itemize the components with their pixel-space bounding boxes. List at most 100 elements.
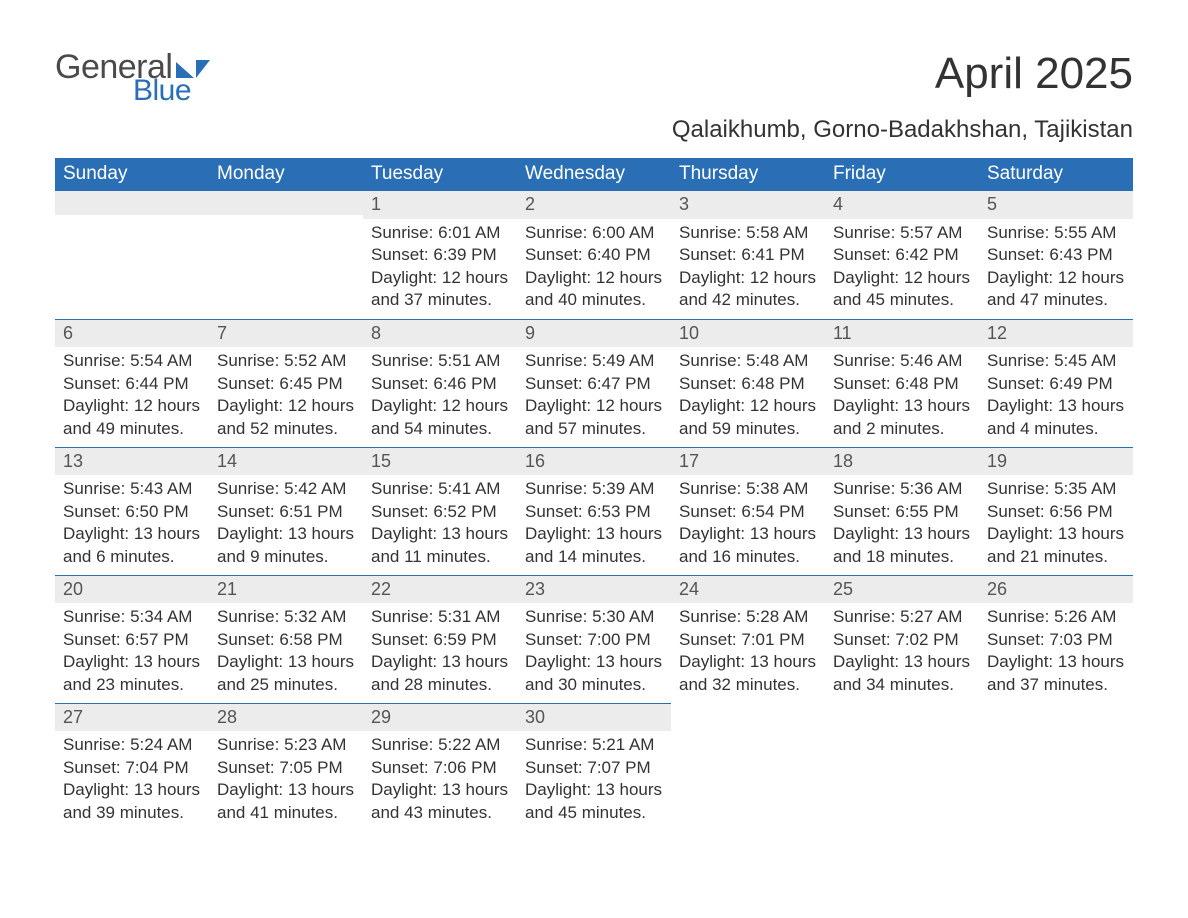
sunrise-text: Sunrise: 5:55 AM [987,222,1125,244]
calendar-cell: 11Sunrise: 5:46 AMSunset: 6:48 PMDayligh… [825,319,979,447]
day-number: 21 [209,576,363,603]
day-details: Sunrise: 5:28 AMSunset: 7:01 PMDaylight:… [671,603,825,700]
day-details: Sunrise: 5:55 AMSunset: 6:43 PMDaylight:… [979,219,1133,316]
calendar-cell: 17 Sunrise: 5:38 AMSunset: 6:54 PMDayligh… [671,447,825,575]
sunrise-text: Sunrise: 5:38 AM [679,478,817,500]
day-number: 27 [55,704,209,731]
sunrise-text: Sunrise: 5:35 AM [987,478,1125,500]
day-details: Sunrise: 5:23 AMSunset: 7:05 PMDaylight:… [209,731,363,828]
daylight-text: Daylight: 13 hours and 32 minutes. [679,651,817,696]
sunrise-text: Sunrise: 5:45 AM [987,350,1125,372]
sunrise-text: Sunrise: 5:51 AM [371,350,509,372]
sunrise-text: Sunrise: 5:48 AM [679,350,817,372]
sunset-text: Sunset: 6:42 PM [833,244,971,266]
calendar-cell: 4Sunrise: 5:57 AMSunset: 6:42 PMDaylight… [825,191,979,319]
sunset-text: Sunset: 6:46 PM [371,373,509,395]
calendar-cell: 27Sunrise: 5:24 AMSunset: 7:04 PMDayligh… [55,703,209,831]
day-details: Sunrise: 5:57 AMSunset: 6:42 PMDaylight:… [825,219,979,316]
day-details: Sunrise: 5:49 AMSunset: 6:47 PMDaylight:… [517,347,671,444]
calendar-page: General Blue April 2025 Qalaikhumb, Gorn… [0,0,1188,918]
calendar-cell [55,191,209,319]
sunset-text: Sunset: 7:04 PM [63,757,201,779]
calendar-week-row: 27Sunrise: 5:24 AMSunset: 7:04 PMDayligh… [55,703,1133,831]
day-number: 17 [671,448,825,475]
calendar-cell: 5Sunrise: 5:55 AMSunset: 6:43 PMDaylight… [979,191,1133,319]
calendar-cell [671,703,825,831]
daylight-text: Daylight: 13 hours and 37 minutes. [987,651,1125,696]
sunset-text: Sunset: 6:55 PM [833,501,971,523]
sunset-text: Sunset: 6:43 PM [987,244,1125,266]
day-number: 1 [363,191,517,218]
daylight-text: Daylight: 13 hours and 16 minutes. [679,523,817,568]
daylight-text: Daylight: 13 hours and 14 minutes. [525,523,663,568]
sunset-text: Sunset: 6:41 PM [679,244,817,266]
day-number: 25 [825,576,979,603]
calendar-cell: 18Sunrise: 5:36 AMSunset: 6:55 PMDayligh… [825,447,979,575]
sunset-text: Sunset: 6:48 PM [833,373,971,395]
day-details: Sunrise: 5:27 AMSunset: 7:02 PMDaylight:… [825,603,979,700]
calendar-cell: 20Sunrise: 5:34 AMSunset: 6:57 PMDayligh… [55,575,209,703]
weekday-header: Friday [825,158,979,191]
sunset-text: Sunset: 6:54 PM [679,501,817,523]
sunrise-text: Sunrise: 5:27 AM [833,606,971,628]
day-details: Sunrise: 5:41 AMSunset: 6:52 PMDaylight:… [363,475,517,572]
day-number: 5 [979,191,1133,218]
daylight-text: Daylight: 13 hours and 4 minutes. [987,395,1125,440]
logo-text-blue: Blue [133,76,210,106]
daylight-text: Daylight: 13 hours and 30 minutes. [525,651,663,696]
day-details: Sunrise: 5:39 AMSunset: 6:53 PMDaylight:… [517,475,671,572]
sunrise-text: Sunrise: 5:28 AM [679,606,817,628]
daylight-text: Daylight: 12 hours and 42 minutes. [679,267,817,312]
day-details: Sunrise: 5:54 AMSunset: 6:44 PMDaylight:… [55,347,209,444]
day-number [209,191,363,215]
calendar-cell: 9Sunrise: 5:49 AMSunset: 6:47 PMDaylight… [517,319,671,447]
daylight-text: Daylight: 12 hours and 37 minutes. [371,267,509,312]
daylight-text: Daylight: 13 hours and 39 minutes. [63,779,201,824]
day-details: Sunrise: 5:58 AMSunset: 6:41 PMDaylight:… [671,219,825,316]
day-details: Sunrise: 5:21 AMSunset: 7:07 PMDaylight:… [517,731,671,828]
sunset-text: Sunset: 6:57 PM [63,629,201,651]
day-details [209,215,363,222]
sunset-text: Sunset: 6:49 PM [987,373,1125,395]
calendar-cell: 30Sunrise: 5:21 AMSunset: 7:07 PMDayligh… [517,703,671,831]
day-number: 18 [825,448,979,475]
day-details: Sunrise: 6:01 AMSunset: 6:39 PMDaylight:… [363,219,517,316]
day-details: Sunrise: 5:46 AMSunset: 6:48 PMDaylight:… [825,347,979,444]
calendar-week-row: 13Sunrise: 5:43 AMSunset: 6:50 PMDayligh… [55,447,1133,575]
day-number: 10 [671,320,825,347]
sunset-text: Sunset: 6:56 PM [987,501,1125,523]
sunrise-text: Sunrise: 5:58 AM [679,222,817,244]
daylight-text: Daylight: 13 hours and 6 minutes. [63,523,201,568]
calendar-week-row: 1Sunrise: 6:01 AMSunset: 6:39 PMDaylight… [55,191,1133,319]
logo: General Blue [55,50,210,106]
daylight-text: Daylight: 12 hours and 59 minutes. [679,395,817,440]
sunset-text: Sunset: 6:45 PM [217,373,355,395]
sunset-text: Sunset: 6:50 PM [63,501,201,523]
sunrise-text: Sunrise: 5:31 AM [371,606,509,628]
location-text: Qalaikhumb, Gorno-Badakhshan, Tajikistan [672,116,1133,144]
sunset-text: Sunset: 6:48 PM [679,373,817,395]
sunrise-text: Sunrise: 5:30 AM [525,606,663,628]
calendar-cell [209,191,363,319]
sunrise-text: Sunrise: 5:46 AM [833,350,971,372]
day-details: Sunrise: 5:31 AMSunset: 6:59 PMDaylight:… [363,603,517,700]
sunset-text: Sunset: 7:00 PM [525,629,663,651]
sunrise-text: Sunrise: 5:54 AM [63,350,201,372]
calendar-cell: 7Sunrise: 5:52 AMSunset: 6:45 PMDaylight… [209,319,363,447]
sunrise-text: Sunrise: 5:23 AM [217,734,355,756]
day-number: 6 [55,320,209,347]
sunset-text: Sunset: 7:01 PM [679,629,817,651]
day-details [55,215,209,222]
calendar-table: SundayMondayTuesdayWednesdayThursdayFrid… [55,158,1133,831]
daylight-text: Daylight: 13 hours and 41 minutes. [217,779,355,824]
calendar-cell: 21Sunrise: 5:32 AMSunset: 6:58 PMDayligh… [209,575,363,703]
day-number: 4 [825,191,979,218]
day-number: 7 [209,320,363,347]
sunset-text: Sunset: 6:47 PM [525,373,663,395]
daylight-text: Daylight: 12 hours and 45 minutes. [833,267,971,312]
day-details: Sunrise: 5:35 AMSunset: 6:56 PMDaylight:… [979,475,1133,572]
calendar-cell: 14Sunrise: 5:42 AMSunset: 6:51 PMDayligh… [209,447,363,575]
month-title: April 2025 [672,50,1133,98]
header: General Blue April 2025 Qalaikhumb, Gorn… [55,50,1133,154]
day-number: 3 [671,191,825,218]
